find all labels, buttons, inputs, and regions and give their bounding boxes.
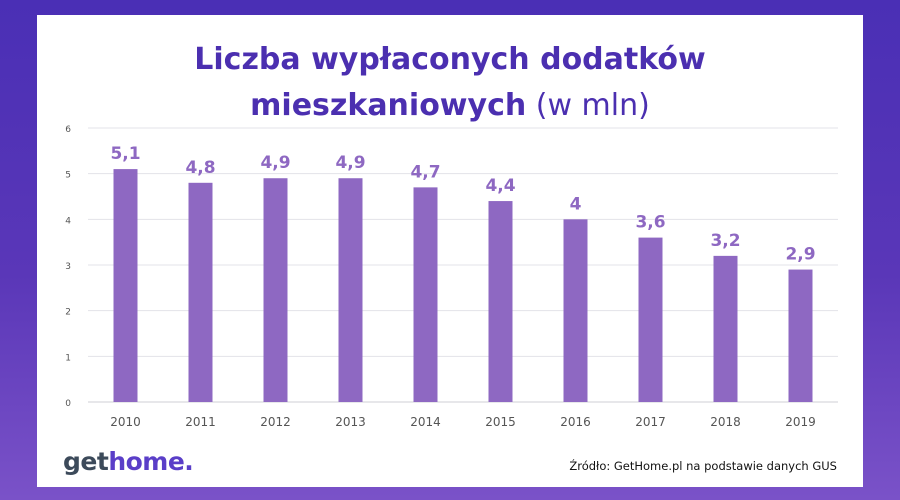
x-tick-label: 2016 bbox=[560, 415, 591, 429]
bar-value-label: 2,9 bbox=[785, 245, 815, 265]
bar-value-label: 5,1 bbox=[110, 144, 140, 164]
y-tick-label: 2 bbox=[65, 308, 71, 318]
bar bbox=[188, 182, 213, 402]
x-tick-label: 2013 bbox=[335, 415, 366, 429]
bar bbox=[338, 178, 363, 402]
bar bbox=[563, 219, 588, 402]
bar bbox=[638, 237, 663, 402]
bar bbox=[413, 187, 438, 402]
bar-value-label: 4,7 bbox=[410, 162, 440, 182]
x-tick-label: 2017 bbox=[635, 415, 666, 429]
bar-value-label: 4,8 bbox=[185, 158, 215, 178]
x-tick-label: 2011 bbox=[185, 415, 216, 429]
bar-value-label: 3,2 bbox=[710, 231, 740, 251]
x-tick-label: 2010 bbox=[110, 415, 141, 429]
x-tick-label: 2019 bbox=[785, 415, 816, 429]
chart-title: Liczba wypłaconych dodatków mieszkaniowy… bbox=[37, 37, 863, 129]
y-tick-label: 6 bbox=[65, 125, 71, 135]
bar-value-label: 4,4 bbox=[485, 176, 515, 196]
bar-value-label: 4,9 bbox=[335, 153, 365, 173]
y-tick-label: 3 bbox=[65, 262, 71, 272]
x-tick-label: 2015 bbox=[485, 415, 516, 429]
x-tick-label: 2012 bbox=[260, 415, 291, 429]
bar bbox=[263, 178, 288, 402]
chart-card: Liczba wypłaconych dodatków mieszkaniowy… bbox=[37, 15, 863, 487]
x-tick-label: 2014 bbox=[410, 415, 441, 429]
y-tick-label: 1 bbox=[65, 353, 71, 363]
bar bbox=[488, 201, 513, 402]
gethome-logo: gethome. bbox=[63, 447, 194, 476]
source-note: Źródło: GetHome.pl na podstawie danych G… bbox=[569, 459, 837, 473]
bar-value-label: 4,9 bbox=[260, 153, 290, 173]
title-line-1: Liczba wypłaconych dodatków bbox=[194, 42, 706, 77]
bar-value-label: 3,6 bbox=[635, 213, 665, 233]
x-tick-label: 2018 bbox=[710, 415, 741, 429]
y-tick-label: 5 bbox=[65, 171, 71, 181]
y-tick-label: 4 bbox=[65, 216, 71, 226]
bar-value-label: 4 bbox=[570, 194, 582, 214]
y-tick-label: 0 bbox=[65, 399, 71, 409]
bar-chart: 0 1 2 3 4 5 6 5,1 2010 4,8 2011 4,9 2012 4,9 2013 4,7 20… bbox=[65, 125, 838, 429]
title-line-2-unit: (w mln) bbox=[535, 88, 650, 123]
bar bbox=[788, 269, 813, 402]
bar bbox=[713, 255, 738, 402]
bar bbox=[113, 169, 138, 402]
title-line-2-bold: mieszkaniowych bbox=[250, 88, 527, 123]
